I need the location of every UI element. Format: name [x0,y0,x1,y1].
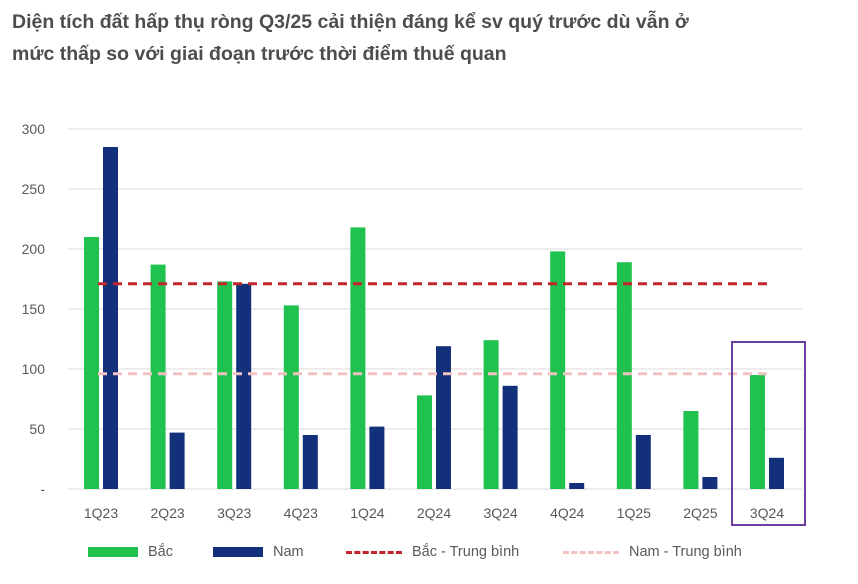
x-tick-label: 3Q23 [217,505,251,521]
x-tick-label: 4Q24 [550,505,584,521]
x-tick-label: 2Q24 [417,505,451,521]
chart-title-line-1: Diện tích đất hấp thụ ròng Q3/25 cải thi… [12,11,689,33]
y-tick-label: 200 [22,241,46,257]
bar-nam [502,385,518,489]
x-tick-label: 3Q24 [483,505,517,521]
x-tick-label: 4Q23 [284,505,318,521]
y-tick-label: 50 [29,421,45,437]
y-axis-ticks: - 50 100 150 200 250 300 [22,121,46,497]
x-tick-label: 3Q24 [750,505,784,521]
bar-nam [569,483,585,489]
bar-bac [417,395,432,489]
x-tick-label: 1Q23 [84,505,118,521]
x-tick-label: 2Q23 [150,505,184,521]
highlight-box-layer [731,341,806,526]
reference-lines [98,282,770,376]
bar-bac [683,411,699,489]
y-tick-label: 300 [22,121,46,137]
bar-bac [283,305,299,489]
bar-bac [217,281,233,489]
y-tick-label: 100 [22,361,46,377]
bar-nam [103,147,118,489]
bar-nam [635,435,651,489]
bar-nam [702,477,718,489]
x-tick-label: 1Q25 [617,505,651,521]
bar-nam [769,457,784,489]
bar-bac [150,264,166,489]
y-tick-label: - [40,481,45,497]
bar-bac [750,375,765,489]
chart-title-line-2: mức thấp so với giai đoạn trước thời điể… [12,43,507,65]
y-tick-label: 250 [22,181,46,197]
bars [84,147,784,489]
chart-title: Diện tích đất hấp thụ ròng Q3/25 cải thi… [12,6,847,70]
bar-bac [483,340,499,489]
grid-lines [68,128,802,490]
bar-bac [550,251,566,489]
bar-bac [84,237,99,489]
x-axis-ticks: 1Q23 2Q23 3Q23 4Q23 1Q24 2Q24 3Q24 4Q24 1Q25 2Q25… [84,505,784,521]
bar-nam [369,426,385,489]
bar-nam [236,283,252,489]
bar-nam [436,346,451,489]
bar-bac [350,227,366,489]
x-tick-label: 1Q24 [350,505,384,521]
highlight-box [731,341,806,526]
bar-bac [616,262,632,489]
x-tick-label: 2Q25 [683,505,717,521]
bar-nam [169,432,185,489]
y-tick-label: 150 [22,301,46,317]
bar-nam [302,435,318,489]
